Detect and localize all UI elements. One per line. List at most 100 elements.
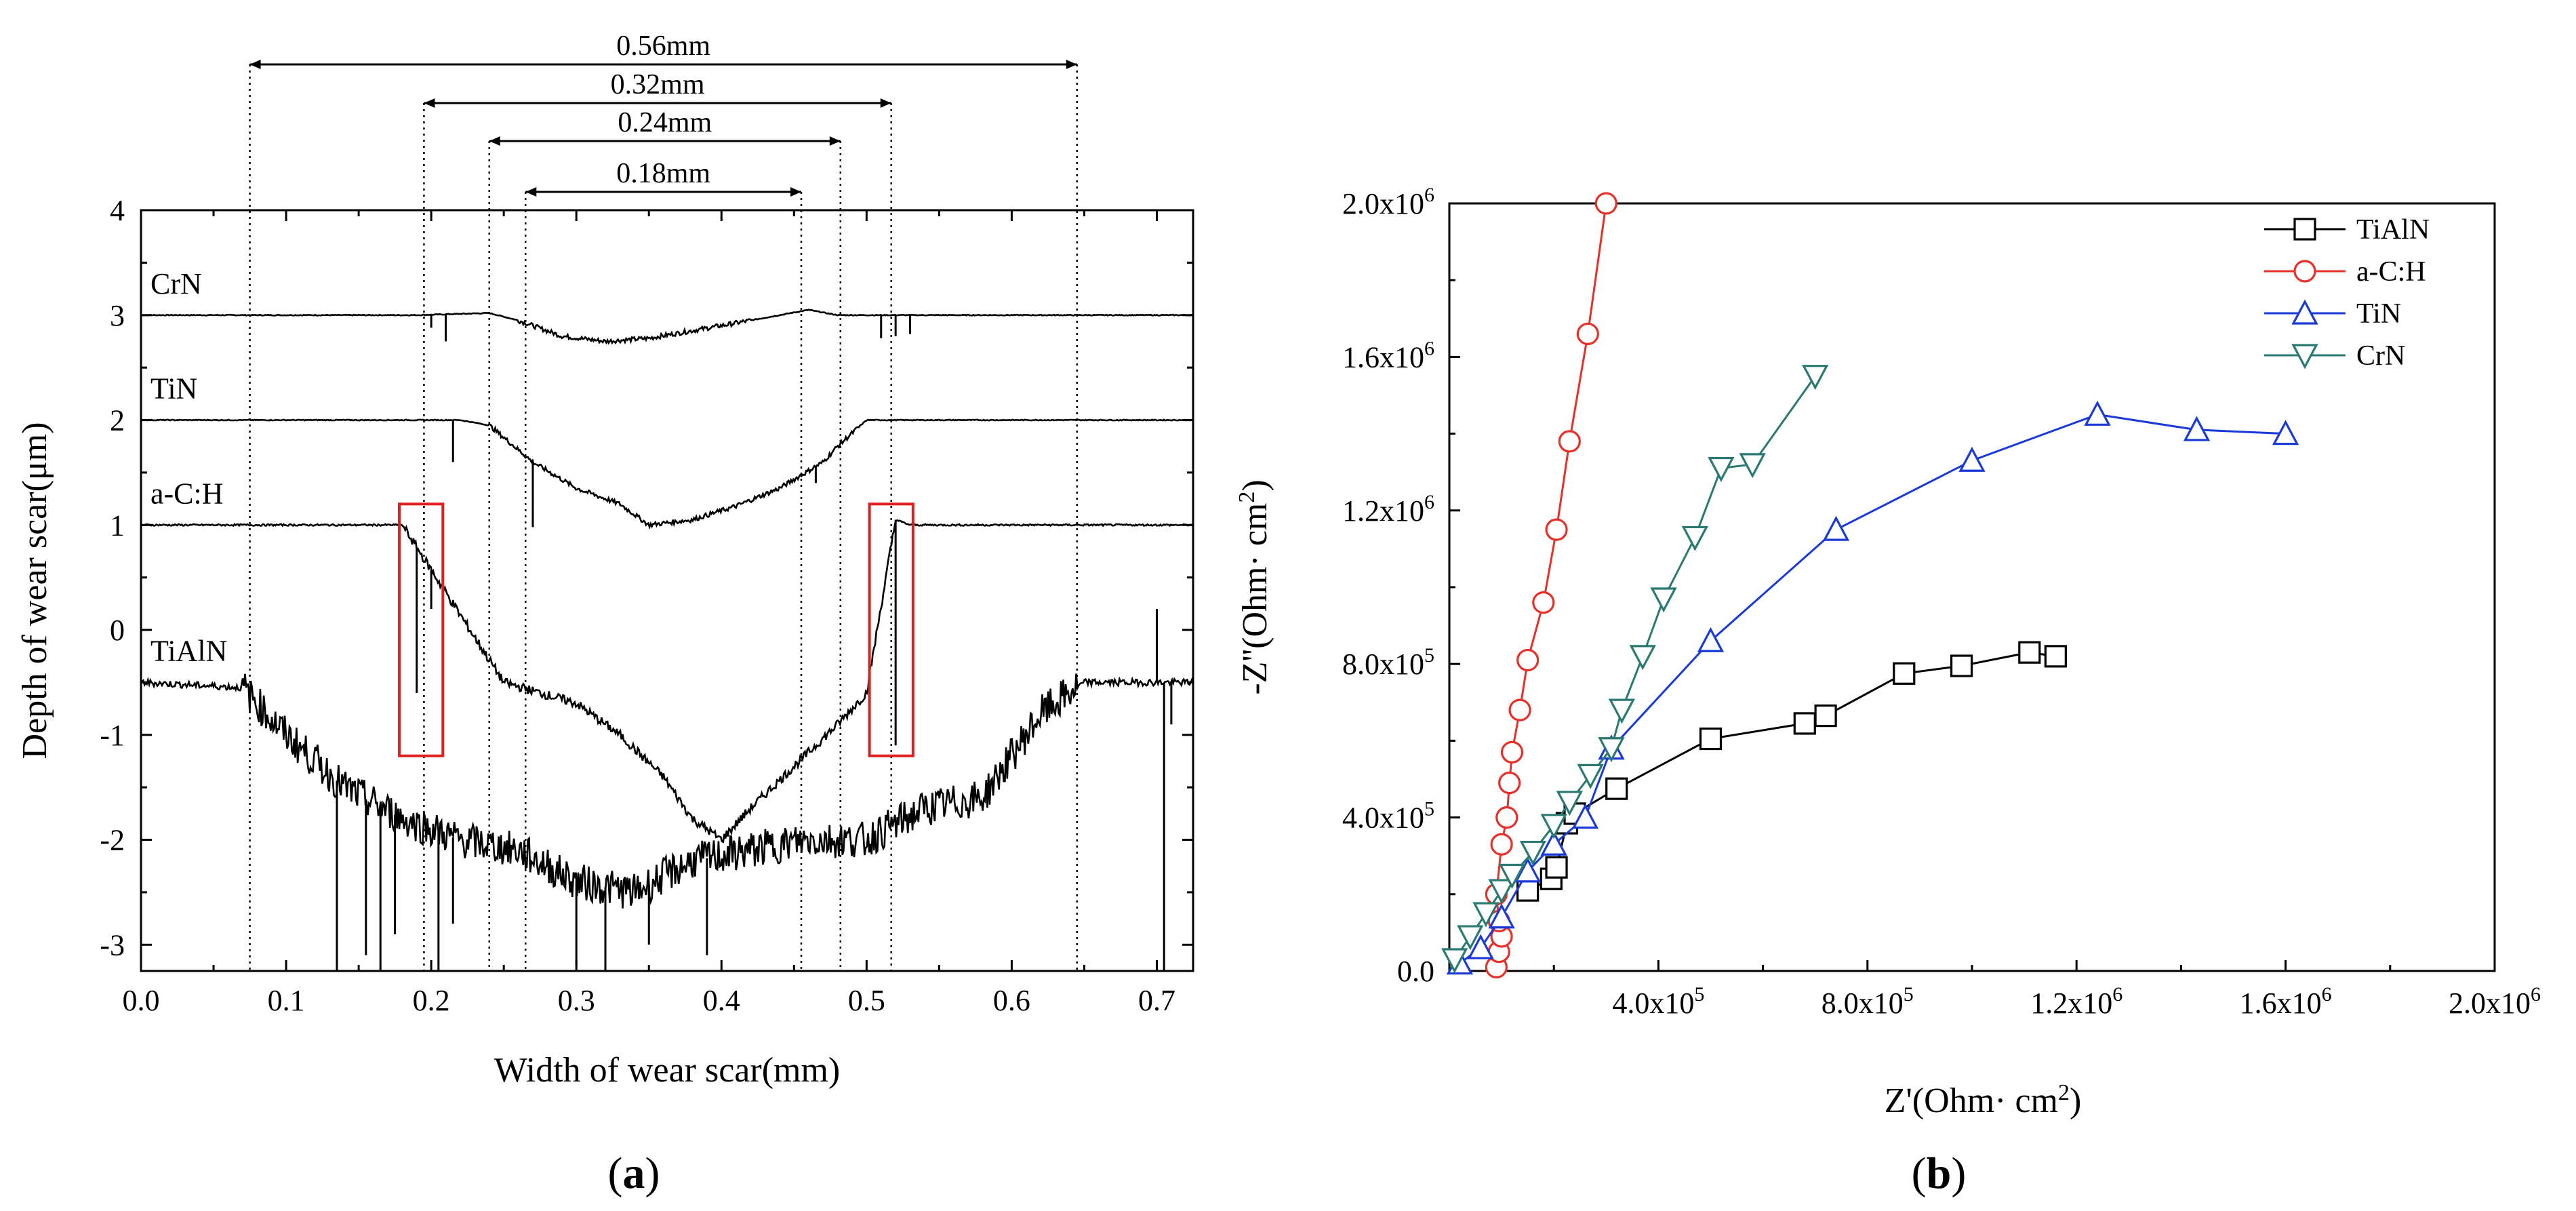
panel-a-y-tick-label: -1 — [100, 719, 125, 752]
panel-a-y-tick-label: 4 — [110, 194, 125, 227]
panel-b-y-tick-label: 4.0x105 — [1342, 798, 1434, 835]
panel-a-dimension-arrow — [525, 187, 537, 197]
panel-b-data-point — [2018, 641, 2041, 664]
panel-b-x-tick-label: 4.0x105 — [1612, 983, 1704, 1020]
panel-b-ticks: 4.0x105 8.0x105 1.2x106 1.6x106 2.0x106 0.0 4.… — [1342, 184, 2541, 1020]
panel-b-data-point — [1697, 627, 1725, 652]
panel-a-dimension-arrow — [424, 98, 435, 108]
panel-a-x-tick-label: 0.3 — [558, 984, 595, 1017]
panel-b-data-point — [1739, 453, 1766, 479]
panel-b-data-point — [1516, 648, 1539, 672]
panel-b-y-tick-exponent: 5 — [1424, 798, 1434, 820]
panel-a-dimension-label: 0.56mm — [616, 31, 710, 62]
panel-a-dimension-arrow — [249, 60, 261, 69]
panel-b-data-point — [2272, 420, 2299, 445]
panel-b-caption-letter: b — [1927, 1149, 1952, 1198]
panel-b-data-point — [1467, 934, 1494, 959]
panel-a-x-tick-label: 0.0 — [123, 984, 160, 1017]
panel-a-highlight-box — [398, 502, 445, 757]
panel-b-x-tick-label: 2.0x106 — [2449, 983, 2541, 1020]
panel-b: 4.0x105 8.0x105 1.2x106 1.6x106 2.0x106 0.0 4.… — [1234, 184, 2541, 1198]
panel-b-y-tick-label: 1.2x106 — [1342, 491, 1434, 528]
panel-b-data-point — [2183, 416, 2211, 441]
panel-a-y-axis-label: Depth of wear scar(μm) — [16, 422, 54, 759]
panel-b-legend-label: CrN — [2356, 340, 2405, 372]
panel-b-data-point — [1495, 806, 1518, 829]
panel-a-caption-letter: a — [623, 1149, 645, 1198]
panel-a-x-axis-label: Width of wear scar(mm) — [494, 1051, 840, 1090]
panel-a-highlight-box — [868, 502, 914, 757]
panel-b-data-point — [1500, 740, 1524, 763]
panel-a-x-tick-label: 0.2 — [413, 984, 450, 1017]
panel-b-data-point — [2044, 645, 2067, 668]
panel-b-x-tick-exponent: 6 — [2112, 983, 2122, 1006]
panel-b-data-point — [2084, 400, 2111, 426]
panel-a-y-tick-label: 3 — [110, 299, 125, 332]
panel-b-data-point — [1822, 515, 1850, 541]
panel-a-dimension-arrow — [829, 136, 841, 146]
panel-b-data-point — [1571, 803, 1599, 829]
panel-b-data-point — [1441, 948, 1468, 974]
panel-a-dimension-arrow — [1066, 60, 1077, 69]
panel-b-x-tick-exponent: 5 — [1694, 983, 1704, 1006]
panel-b-legend-marker — [2293, 218, 2316, 241]
panel-a-series-label: a-C:H — [150, 477, 224, 510]
panel-b-x-tick-label: 1.6x106 — [2240, 983, 2332, 1020]
panel-a-series-label: CrN — [150, 267, 202, 300]
panel-b-data-point — [1519, 840, 1547, 866]
panel-b-data-point — [1457, 925, 1484, 951]
panel-b-x-tick-label: 8.0x105 — [1822, 983, 1914, 1020]
panel-b-data-point — [1498, 772, 1521, 795]
panel-a-y-tick-label: 0 — [110, 614, 125, 647]
panel-b-y-tick-exponent: 6 — [1424, 184, 1434, 206]
panel-a: 0.0 0.1 0.2 0.3 0.4 0.5 0.6 0.7 -3 -2 -1 0 1 2 3 4 CrN T… — [16, 31, 1194, 1198]
panel-b-legend-marker — [2291, 299, 2318, 325]
panel-a-plot-frame — [140, 209, 1194, 972]
panel-a-highlight-boxes — [398, 502, 914, 757]
panel-a-dimension-arrow — [489, 136, 500, 146]
panel-b-caption: (b) — [1912, 1149, 1967, 1198]
panel-b-data-point — [1532, 591, 1555, 614]
panel-b-data-point — [1793, 712, 1816, 735]
panel-b-legend: TiAlN a-C:H TiN CrN — [2264, 214, 2430, 372]
panel-b-data-point — [1814, 704, 1837, 728]
panel-b-data-point — [1699, 727, 1723, 751]
panel-b-data-point — [1950, 654, 1973, 677]
panel-a-dimension-label: 0.24mm — [618, 107, 712, 138]
panel-a-x-tick-label: 0.6 — [993, 984, 1030, 1017]
panel-a-y-tick-label: 1 — [110, 509, 125, 542]
panel-b-data-point — [1545, 856, 1568, 879]
panel-b-x-tick-exponent: 6 — [2531, 983, 2541, 1006]
panel-b-x-tick-exponent: 5 — [1904, 983, 1914, 1006]
panel-b-data-point — [1577, 763, 1604, 789]
panel-b-data-point — [1681, 525, 1709, 551]
panel-b-data-point — [1594, 192, 1617, 215]
panel-b-legend-label: TiN — [2356, 298, 2401, 330]
panel-a-dimension-label: 0.18mm — [616, 158, 710, 189]
panel-b-x-axis-label: Z'(Ohm· cm2) — [1885, 1080, 2082, 1121]
panel-b-x-tick-label: 1.2x106 — [2030, 983, 2122, 1020]
panel-a-ticks: 0.0 0.1 0.2 0.3 0.4 0.5 0.6 0.7 -3 -2 -1 0 1 2 3 4 — [100, 194, 1193, 1017]
panel-b-y-tick-exponent: 6 — [1424, 491, 1434, 513]
panel-b-data-point — [1802, 365, 1829, 391]
panel-b-data-point — [1893, 662, 1916, 685]
panel-b-data-point — [1540, 830, 1567, 856]
panel-b-data-point — [1556, 791, 1583, 816]
panel-b-y-tick-label: 0.0 — [1397, 955, 1434, 988]
panel-b-data-point — [1958, 446, 1986, 472]
panel-b-plot-frame — [1448, 202, 2496, 972]
panel-b-data-point — [1540, 814, 1567, 839]
panel-b-y-tick-label: 8.0x105 — [1342, 644, 1434, 681]
panel-b-data-point — [1514, 857, 1542, 883]
panel-a-series-line — [140, 673, 1194, 909]
panel-a-x-tick-label: 0.5 — [848, 984, 885, 1017]
panel-a-series-line — [140, 309, 1194, 345]
panel-b-series — [1441, 192, 2299, 978]
panel-b-data-point — [1650, 587, 1677, 613]
panel-b-data-point — [1488, 879, 1515, 905]
panel-b-data-point — [1598, 737, 1625, 763]
panel-a-dimension-lines: 0.56mm 0.32mm 0.24mm 0.18mm — [249, 31, 1078, 971]
panel-b-x-tick-exponent: 6 — [2322, 983, 2332, 1006]
panel-b-y-tick-exponent: 6 — [1424, 337, 1434, 359]
